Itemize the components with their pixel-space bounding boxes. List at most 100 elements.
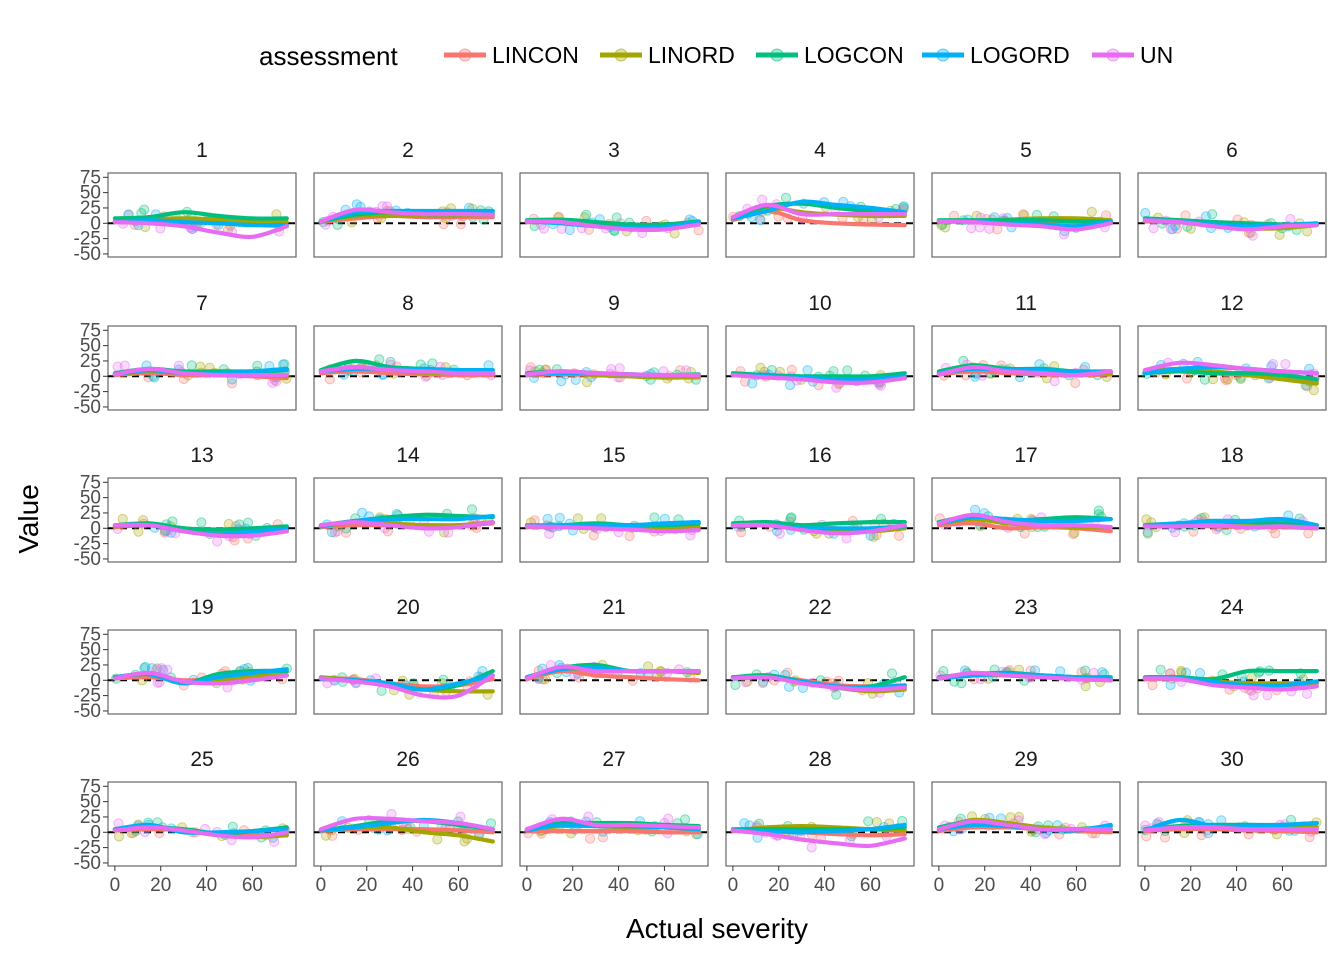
legend-item-un: UN [1092,42,1173,68]
y-tick-label: 75 [80,320,101,341]
x-tick-label: 40 [1226,875,1247,896]
x-tick-label: 0 [1140,875,1151,896]
observation-point [1167,224,1178,235]
panel-plot-area [108,359,296,389]
panel-plot-area [520,512,708,542]
observation-point [611,212,622,223]
x-tick-label: 40 [196,875,217,896]
y-tick-label: -50 [74,853,101,874]
x-tick-label: 60 [860,875,881,896]
series-line-un [1142,676,1319,692]
observation-point [730,679,741,691]
panel-plot-area [726,192,914,228]
facet-strip-label: 4 [814,139,826,162]
series-line-un [1142,523,1319,531]
observation-point [212,536,223,547]
facet-strip-label: 8 [402,292,414,315]
observation-point [357,507,368,518]
panel-border [313,629,503,715]
x-tick-label: 20 [1180,875,1201,896]
x-tick-label: 20 [356,875,377,896]
observation-point [1093,505,1105,516]
x-tick-label: 40 [814,875,835,896]
facet-strip-label: 14 [396,444,420,467]
facet-strip-label: 30 [1220,748,1243,771]
observation-point [226,378,238,389]
panel-border [1137,172,1327,258]
y-tick-label: 50 [80,640,101,661]
x-tick-label: 40 [402,875,423,896]
series-line-logord [936,514,1113,526]
legend-key-point [614,48,628,62]
facet-panel-20: 20 [313,596,503,715]
observation-point [324,374,335,385]
y-tick-label: 50 [80,183,101,204]
legend-item-lincon: LINCON [444,42,579,68]
observation-point [1086,206,1097,217]
legend-title: assessment [259,41,398,71]
x-tick-label: 60 [448,875,469,896]
legend-label: LINCON [492,42,579,68]
facet-strip-label: 25 [190,748,213,771]
facet-panel-29: 29 0 20 40 60 [931,748,1121,896]
observation-point [1308,385,1319,396]
y-tick-label: -50 [74,701,101,722]
panel-plot-area [932,664,1120,692]
series-line-un [936,512,1113,530]
series-line-un [1142,360,1319,376]
series-line-un [524,524,701,534]
panel-plot-area [1138,510,1326,539]
observation-point [1049,376,1060,387]
observation-point [886,668,898,679]
observation-point [1080,681,1091,692]
observation-point [693,225,704,236]
facet-panel-17: 17 [931,444,1121,563]
series-line-lincon [524,828,701,835]
series-line-un [1142,825,1319,833]
panel-plot-area [108,513,296,547]
facet-strip-label: 13 [190,444,213,467]
facet-strip-label: 20 [396,596,419,619]
y-tick-label: 75 [80,472,101,493]
panel-plot-area [520,659,708,686]
facet-strip-label: 28 [808,748,831,771]
facet-panel-30: 30 0 20 40 60 [1137,748,1327,896]
legend-item-logord: LOGORD [922,42,1070,68]
observation-point [747,378,758,389]
series-line-un [112,522,289,539]
x-tick-label: 0 [934,875,945,896]
panel-plot-area [314,199,502,230]
observation-point [893,530,905,541]
observation-point [780,192,792,203]
y-tick-label: 25 [80,198,101,219]
observation-point [438,674,449,685]
x-tick-label: 0 [522,875,533,896]
panel-border [107,325,297,411]
y-axis-title: Value [13,484,44,554]
observation-point [663,813,674,824]
panel-plot-area [932,504,1120,540]
y-tick-label: -25 [74,382,101,403]
facet-panel-22: 22 [725,596,915,715]
facet-panel-23: 23 [931,596,1121,715]
facet-panel-28: 28 0 20 40 60 [725,748,915,896]
panel-plot-area [1138,208,1326,241]
series-line-logord [318,208,495,224]
series-line-un [524,816,701,832]
y-tick-label: 50 [80,336,101,357]
facet-panel-8: 8 [313,292,503,411]
observation-point [466,504,478,515]
series-line-un [1142,218,1319,232]
x-tick-label: 20 [150,875,171,896]
panel-plot-area [932,355,1120,389]
observation-point [614,363,625,374]
observation-point [554,512,565,524]
series-line-un [936,670,1113,683]
observation-point [806,842,817,853]
x-tick-label: 40 [608,875,629,896]
observation-point [842,365,853,376]
panel-plot-area [726,667,914,700]
x-tick-label: 40 [1020,875,1041,896]
